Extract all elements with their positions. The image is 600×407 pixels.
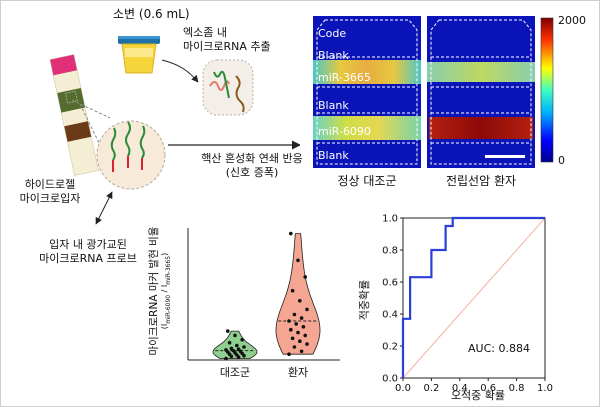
band-label-code: Code bbox=[318, 27, 347, 40]
patient-image bbox=[427, 16, 535, 168]
hydrogel-label-line1: 하이드로젤 bbox=[24, 178, 76, 191]
roc-x-tick-label: 0.8 bbox=[509, 383, 525, 394]
violin-point bbox=[289, 327, 293, 332]
roc-y-tick-label: 1.0 bbox=[382, 214, 398, 225]
hybridization-label-line1: 핵산 혼성화 연쇄 반응 bbox=[201, 152, 303, 165]
roc-x-tick-label: 1.0 bbox=[537, 383, 553, 394]
violin-category-label: 대조군 bbox=[220, 366, 250, 379]
violin-point bbox=[242, 345, 246, 349]
violin-point bbox=[298, 299, 302, 303]
violin-point bbox=[299, 349, 304, 354]
hydrogel-label-line2: 마이크로입자 bbox=[19, 192, 81, 205]
roc-y-tick-label: 0.0 bbox=[382, 374, 398, 385]
violin-point bbox=[305, 342, 309, 346]
violin-point bbox=[303, 333, 307, 338]
violin-point bbox=[233, 333, 237, 338]
violin-point bbox=[224, 356, 228, 361]
violin-ylabel-sub-a: miR-6090 bbox=[164, 294, 172, 324]
caption-patient: 전립선암 환자 bbox=[445, 174, 517, 188]
violin-point bbox=[227, 340, 232, 345]
violin-ylabel-sub: (I bbox=[160, 323, 170, 330]
violin-category-label: 환자 bbox=[288, 366, 308, 379]
arrow-probe-label bbox=[95, 191, 113, 225]
roc-auc-annotation: AUC: 0.884 bbox=[468, 342, 530, 355]
exosome-rna-box bbox=[202, 59, 254, 116]
violin-point bbox=[224, 348, 228, 352]
roc-y-tick-label: 0.6 bbox=[382, 278, 398, 289]
roc-ylabel-wrap: 적중확률 bbox=[357, 270, 371, 330]
violin-point bbox=[296, 258, 300, 263]
violin-point bbox=[226, 329, 230, 333]
violin-ylabel-main: 마이크로RNA 마커 발현 비율 bbox=[148, 226, 161, 356]
violin-point bbox=[229, 346, 234, 351]
roc-x-tick-label: 0.4 bbox=[452, 383, 468, 394]
roc-series-roc bbox=[401, 216, 545, 378]
roc-y-tick-label: 0.8 bbox=[382, 246, 398, 257]
roc-y-tick-label: 0.4 bbox=[382, 310, 398, 321]
urine-cup-icon bbox=[118, 36, 160, 74]
scale-bar bbox=[485, 155, 525, 158]
violin-body-0 bbox=[212, 330, 258, 359]
violin-point bbox=[290, 288, 295, 293]
violin-point bbox=[296, 330, 300, 335]
violin-point bbox=[292, 345, 297, 349]
roc-chart: 0.00.0 0.2 0.2 0.4 0.4 0.6 0.6 0.8 0.8 1.0 1.0 bbox=[382, 214, 553, 395]
violin-point bbox=[287, 352, 291, 356]
urine-volume-label: 소변 (0.6 mL) bbox=[113, 7, 190, 21]
roc-ylabel: 적중확률 bbox=[358, 279, 371, 321]
caption-control: 정상 대조군 bbox=[337, 174, 397, 188]
probe-zoom-circle bbox=[96, 120, 166, 190]
arrow-cup-to-exosome bbox=[161, 59, 199, 83]
violin-ylabel-sub-b: miR-3665 bbox=[164, 255, 172, 285]
roc-xlabel: 오적중 확률 bbox=[450, 389, 506, 402]
roc-x-tick-label: 0.0 bbox=[395, 383, 411, 394]
violin-ylabel-sub-end: ) bbox=[160, 252, 170, 256]
violin-ylabel: 마이크로RNA 마커 발현 비율 (ImiR-6090 / ImiR-3665) bbox=[148, 206, 172, 376]
violin-point bbox=[289, 231, 293, 236]
fluorescence-panel bbox=[313, 16, 554, 168]
roc-x-tick-label: 0.6 bbox=[480, 383, 496, 394]
violin-ylabel-sub-mid: / I bbox=[160, 284, 170, 295]
band-label-mir6090: miR-6090 bbox=[318, 125, 371, 138]
zoom-guide-line bbox=[71, 99, 111, 119]
band-label-blank: Blank bbox=[318, 99, 349, 112]
violin-point bbox=[235, 343, 239, 348]
violin-chart: 대조군 환자 bbox=[187, 228, 340, 379]
violin-point bbox=[292, 312, 297, 317]
band-label-blank: Blank bbox=[318, 49, 349, 62]
hydrogel-particle-icon bbox=[49, 54, 99, 176]
workflow-diagram bbox=[49, 36, 300, 225]
roc-series-reference bbox=[402, 217, 546, 379]
control-image bbox=[313, 16, 421, 168]
violin-point bbox=[298, 339, 302, 343]
roc-y-tick-label: 0.2 bbox=[382, 342, 398, 353]
violin-point bbox=[301, 325, 306, 329]
band-label-mir3665: miR-3665 bbox=[318, 71, 371, 84]
roc-x-tick-label: 0.2 bbox=[423, 383, 439, 394]
violin-point bbox=[290, 336, 295, 341]
colorbar-min-label: 0 bbox=[558, 154, 565, 167]
band-label-blank: Blank bbox=[318, 149, 349, 162]
probe-label-line2: 마이크로RNA 프로브 bbox=[39, 252, 137, 265]
violin-point bbox=[303, 275, 307, 279]
colorbar bbox=[540, 17, 554, 163]
violin-point bbox=[287, 319, 291, 323]
exosome-label-line2: 마이크로RNA 추출 bbox=[183, 40, 271, 53]
violin-point bbox=[294, 322, 298, 326]
violin-point bbox=[299, 316, 304, 320]
probe-label-line1: 입자 내 광가교된 bbox=[49, 238, 127, 251]
violin-point bbox=[240, 338, 244, 342]
hybridization-label-line2: (신호 증폭) bbox=[225, 166, 279, 179]
colorbar-max-label: 2000 bbox=[558, 14, 586, 27]
violin-body-1 bbox=[275, 233, 321, 355]
exosome-label-line1: 엑소좀 내 bbox=[183, 26, 227, 39]
violin-point bbox=[305, 307, 309, 312]
violin-point bbox=[236, 347, 241, 351]
